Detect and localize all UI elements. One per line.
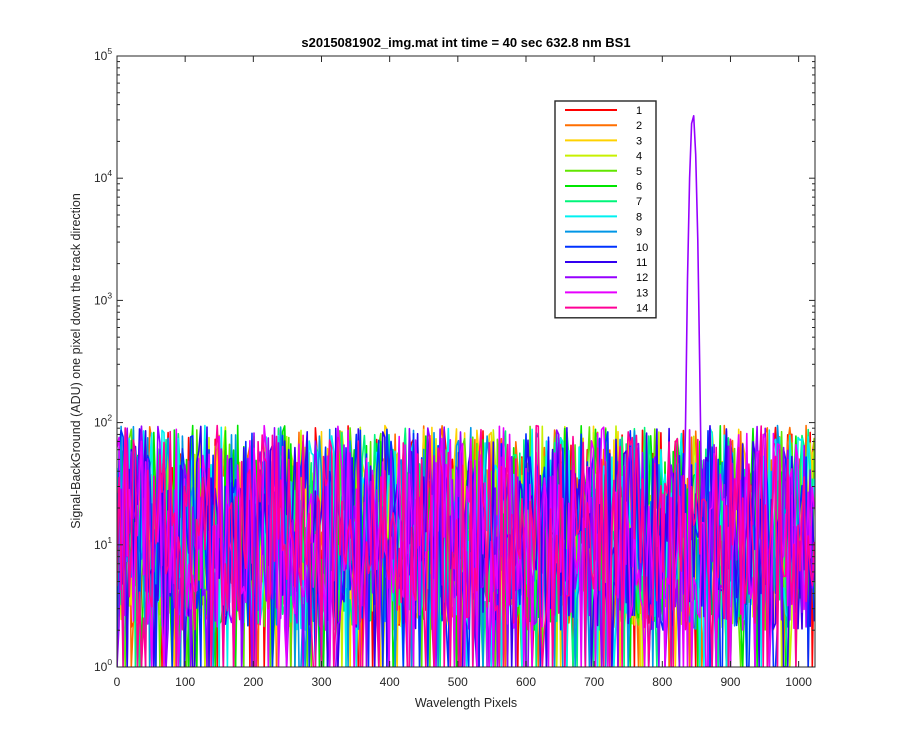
legend-label-9: 9 bbox=[636, 227, 642, 239]
series-layer bbox=[117, 115, 815, 667]
y-axis-label: Signal-BackGround (ADU) one pixel down t… bbox=[69, 193, 83, 529]
x-tick-label: 900 bbox=[720, 675, 740, 689]
x-tick-label: 0 bbox=[114, 675, 121, 689]
x-tick-label: 500 bbox=[448, 675, 468, 689]
series-line-14 bbox=[117, 424, 815, 667]
legend-label-1: 1 bbox=[636, 105, 642, 117]
x-tick-label: 800 bbox=[652, 675, 672, 689]
legend-label-11: 11 bbox=[636, 257, 647, 269]
legend-label-14: 14 bbox=[636, 303, 648, 315]
x-tick-label: 300 bbox=[311, 675, 331, 689]
axes-box bbox=[116, 55, 816, 668]
legend-label-3: 3 bbox=[636, 135, 642, 147]
legend-label-7: 7 bbox=[636, 196, 642, 208]
x-axis: 0 100 200 300 400 500 600 700 800 900 1000 bbox=[114, 56, 812, 689]
legend-label-8: 8 bbox=[636, 211, 642, 223]
legend-label-4: 4 bbox=[636, 151, 642, 163]
legend-label-2: 2 bbox=[636, 120, 642, 132]
legend-label-6: 6 bbox=[636, 181, 642, 193]
chart-title: s2015081902_img.mat int time = 40 sec 63… bbox=[301, 35, 630, 50]
legend-label-10: 10 bbox=[636, 242, 648, 254]
x-tick-label: 1000 bbox=[785, 675, 812, 689]
legend-box bbox=[554, 100, 657, 319]
legend-label-13: 13 bbox=[636, 287, 648, 299]
x-tick-label: 400 bbox=[380, 675, 400, 689]
legend-label-5: 5 bbox=[636, 166, 642, 178]
x-tick-label: 200 bbox=[243, 675, 263, 689]
x-tick-label: 700 bbox=[584, 675, 604, 689]
x-axis-label: Wavelength Pixels bbox=[415, 696, 517, 710]
x-tick-label: 600 bbox=[516, 675, 536, 689]
legend-label-12: 12 bbox=[636, 272, 648, 284]
x-tick-label: 100 bbox=[175, 675, 195, 689]
